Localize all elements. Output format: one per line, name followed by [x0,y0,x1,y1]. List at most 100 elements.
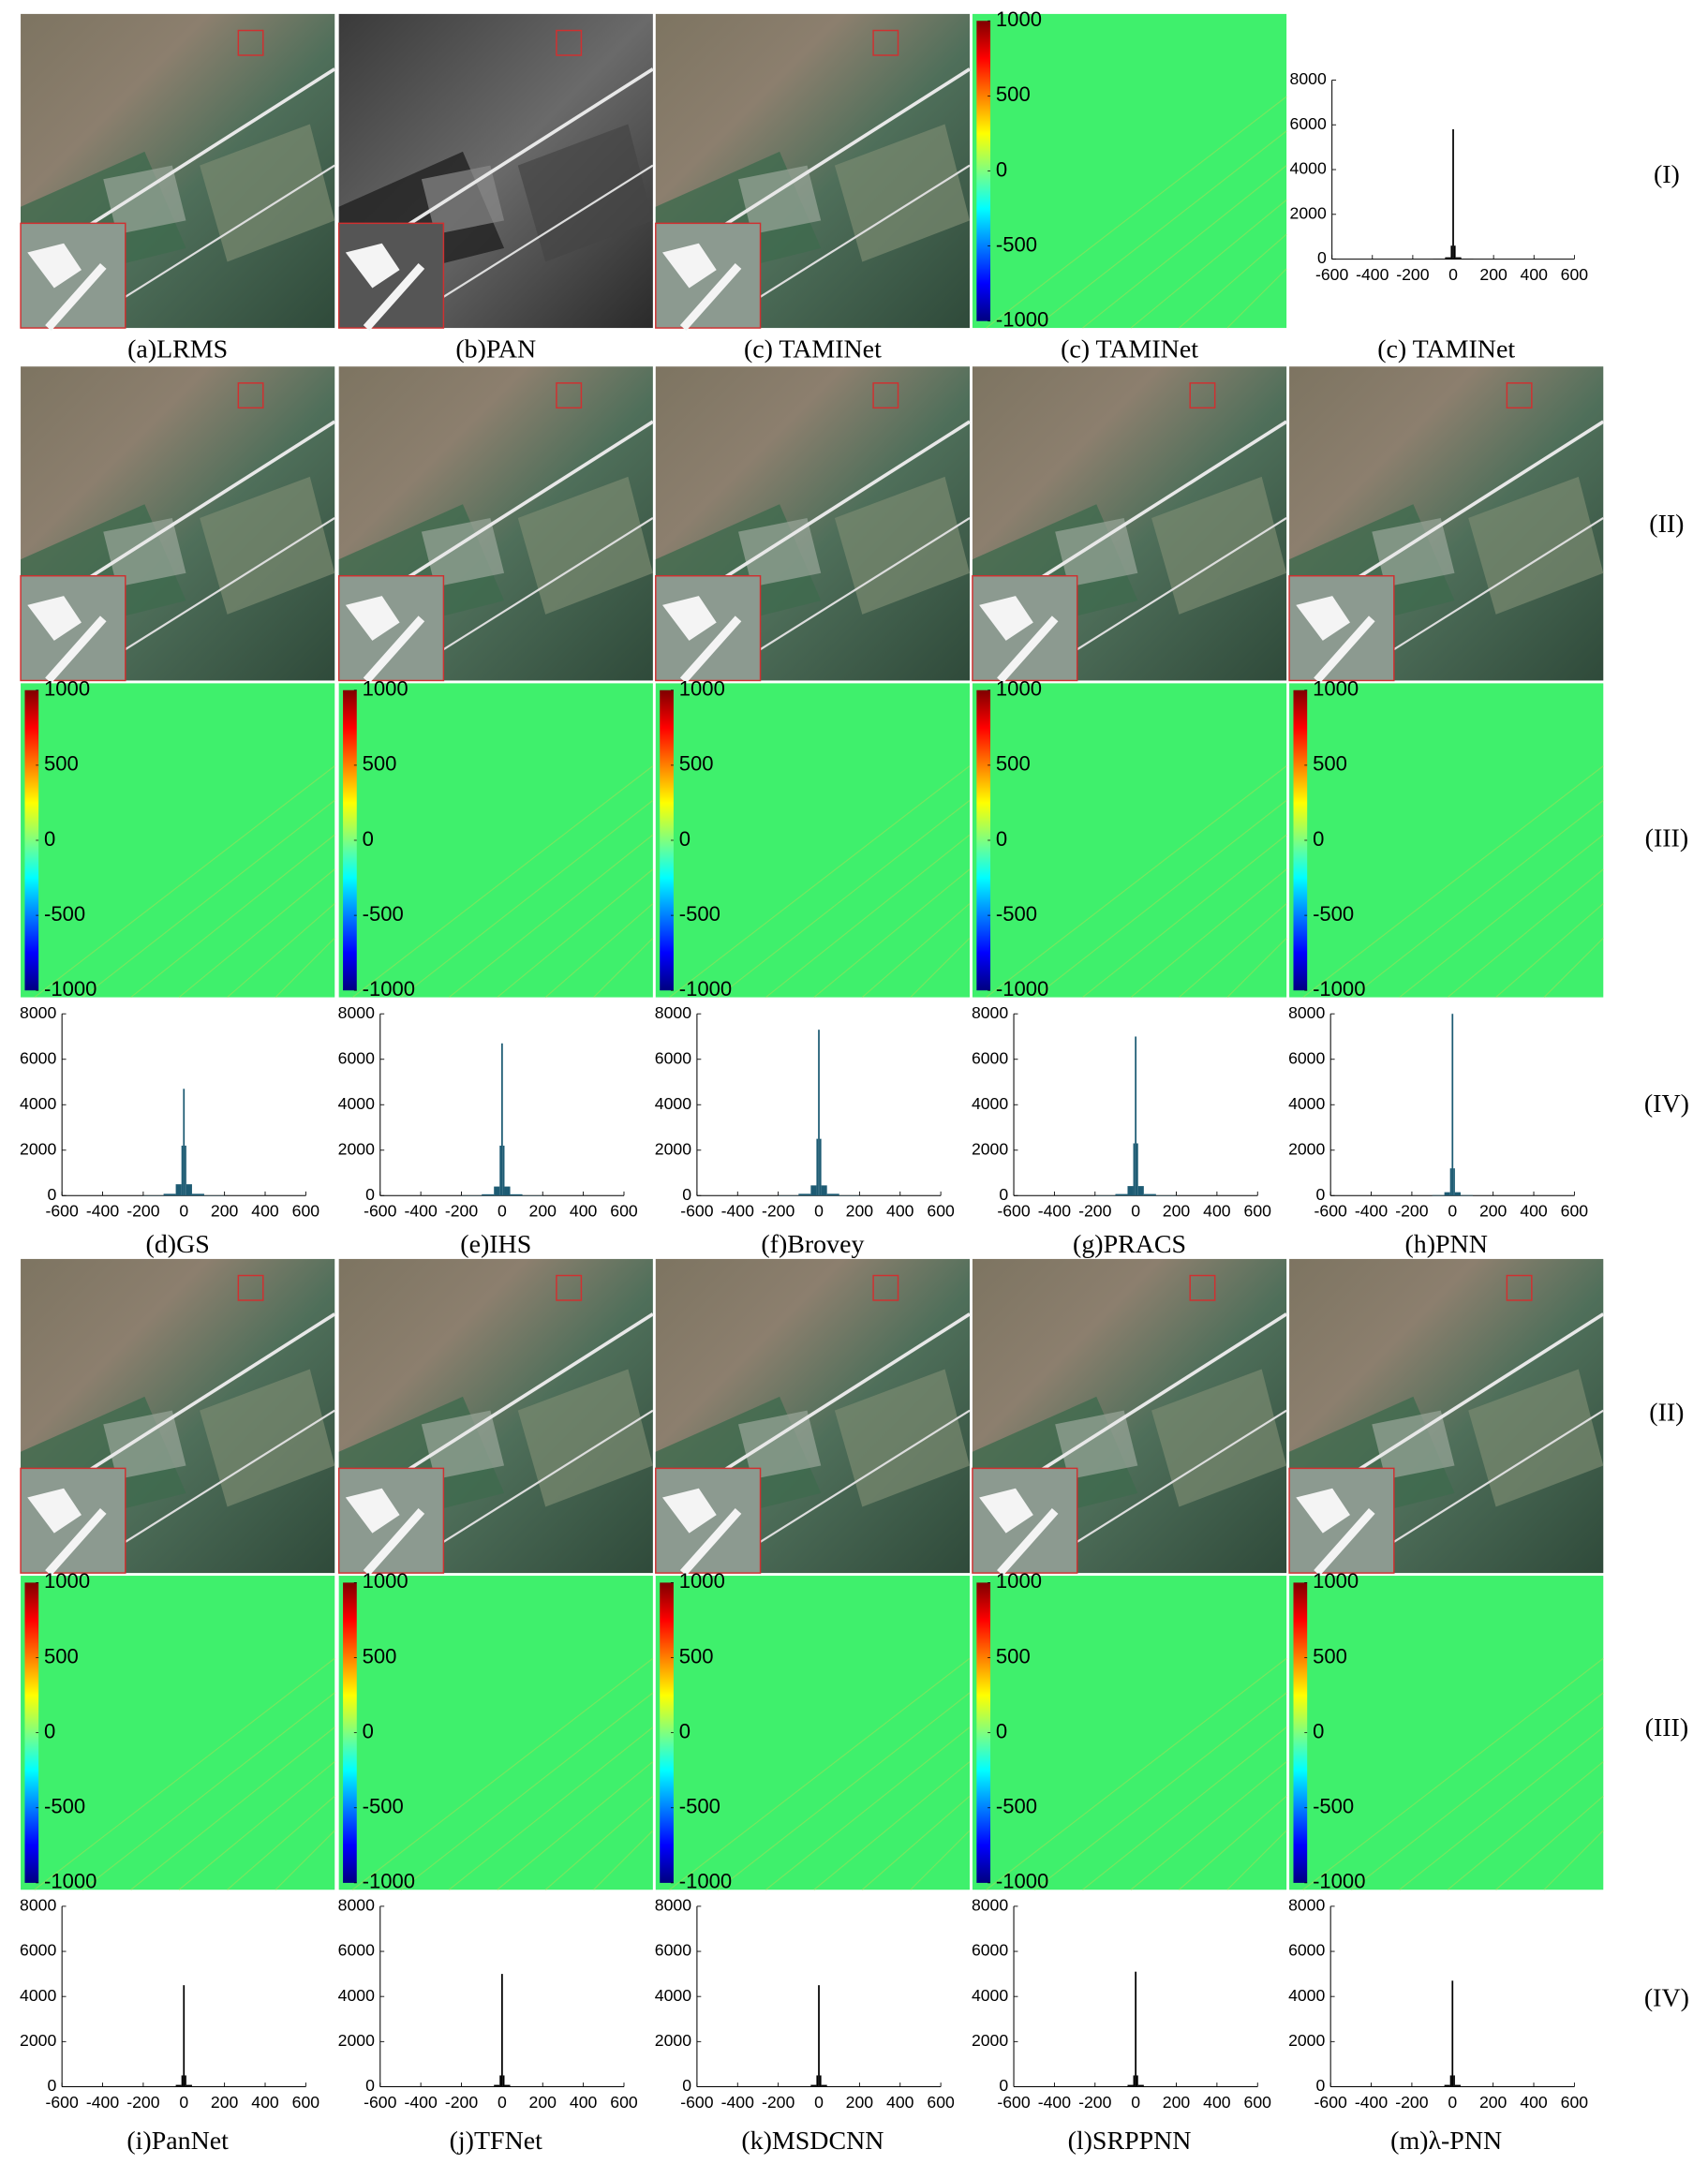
row-label: (I) [1654,160,1680,189]
caption: (h)PNN [1404,1230,1487,1259]
histogram-bar [819,2075,822,2087]
x-tick-label: -600 [997,2093,1030,2112]
x-tick-label: -400 [721,1202,754,1221]
edge [227,1795,335,1890]
y-tick-label: 8000 [655,1896,691,1915]
inset-detail [27,596,107,684]
y-tick-label: 0 [999,1185,1008,1204]
x-tick-label: 0 [498,1202,507,1221]
y-tick-label: 8000 [972,1003,1008,1022]
y-tick-label: 0 [1315,2076,1325,2095]
edge [130,1727,335,1890]
x-tick-label: 0 [1131,2093,1140,2112]
row-label: (IV) [1644,1983,1689,2012]
x-tick-label: 0 [1131,1202,1140,1221]
histogram-bar [501,1043,503,1196]
y-tick-label: 4000 [338,1986,375,2005]
error-map [972,683,1287,998]
histogram-bar [1453,1168,1455,1196]
edge [717,799,971,999]
x-tick-label: -200 [762,2093,795,2112]
zoom-box [1189,382,1216,409]
histogram-bar [175,1184,182,1196]
colorbar-label: 500 [363,1644,397,1667]
x-tick-label: -600 [680,2093,713,2112]
histogram-bar [816,1138,819,1196]
edge [275,937,335,999]
x-tick-label: -200 [126,1202,159,1221]
x-tick-label: -600 [46,2093,79,2112]
colorbar-label: 1000 [996,1569,1042,1593]
x-tick-label: -200 [1395,1202,1428,1221]
histogram-bar [1455,257,1462,259]
colorbar-label: 0 [996,1719,1007,1742]
field [738,165,822,235]
histogram-bar [1450,245,1453,259]
edge [861,903,971,999]
histogram-bar [504,2084,511,2087]
y-tick-label: 6000 [655,1048,691,1067]
zoom-box [237,382,264,409]
x-tick-label: 600 [292,2093,320,2112]
x-tick-label: -200 [1395,2093,1428,2112]
y-tick-label: 4000 [972,1094,1008,1113]
edge [1082,1727,1287,1890]
edge [1543,1830,1604,1890]
histogram-bar [185,1145,186,1196]
x-tick-label: 600 [1244,1202,1272,1221]
field [517,476,653,615]
colorbar [24,1582,39,1883]
error-map [1289,683,1604,998]
edge [1033,130,1287,329]
edge [1447,868,1604,999]
field [1151,1369,1287,1507]
inset [337,1467,445,1574]
y-tick-label: 2000 [972,2031,1008,2050]
field [834,476,970,615]
histogram-bar [1453,245,1456,259]
field [1468,476,1604,615]
histogram-bar [183,1089,186,1196]
edge [1082,834,1287,999]
edge [669,765,971,999]
colorbar-label: 500 [996,82,1031,106]
edge [275,1830,335,1890]
y-tick-label: 6000 [1288,1941,1325,1960]
zoom-box [556,382,583,409]
x-tick-label: 0 [1448,2093,1457,2112]
inset [655,1467,762,1574]
y-tick-label: 8000 [655,1003,691,1022]
colorbar-label: -1000 [363,1870,415,1893]
x-tick-label: -400 [721,2093,754,2112]
x-tick-label: -600 [1314,1202,1347,1221]
x-tick-label: -400 [1356,265,1389,284]
colorbar-label: -500 [679,902,720,926]
colorbar-label: -500 [1313,1795,1354,1818]
colorbar-label: 500 [996,752,1031,776]
y-tick-label: 4000 [20,1094,56,1113]
colorbar-label: -1000 [679,1870,732,1893]
histogram-bar [181,2075,184,2087]
x-tick-label: 400 [251,2093,279,2112]
colorbar-label: 0 [363,827,374,851]
field [421,165,505,235]
x-tick-label: -400 [1038,1202,1071,1221]
histogram-bar [1454,2084,1461,2087]
x-tick-label: -600 [1314,2093,1347,2112]
edge [1302,1657,1604,1890]
edge [497,1761,654,1890]
x-tick-label: 200 [846,1202,874,1221]
histogram-bar [1135,1971,1137,2087]
edge [352,1657,654,1890]
row-label: (II) [1649,510,1684,539]
colorbar-label: -500 [996,232,1037,256]
y-tick-label: 8000 [1290,69,1327,88]
error-map [338,1576,653,1890]
y-tick-label: 6000 [655,1941,691,1960]
x-tick-label: -600 [364,2093,396,2112]
inset [337,222,445,329]
x-tick-label: -200 [1396,265,1429,284]
caption: (m)λ-PNN [1390,2127,1502,2156]
x-tick-label: 0 [814,2093,824,2112]
edge [1543,937,1604,999]
